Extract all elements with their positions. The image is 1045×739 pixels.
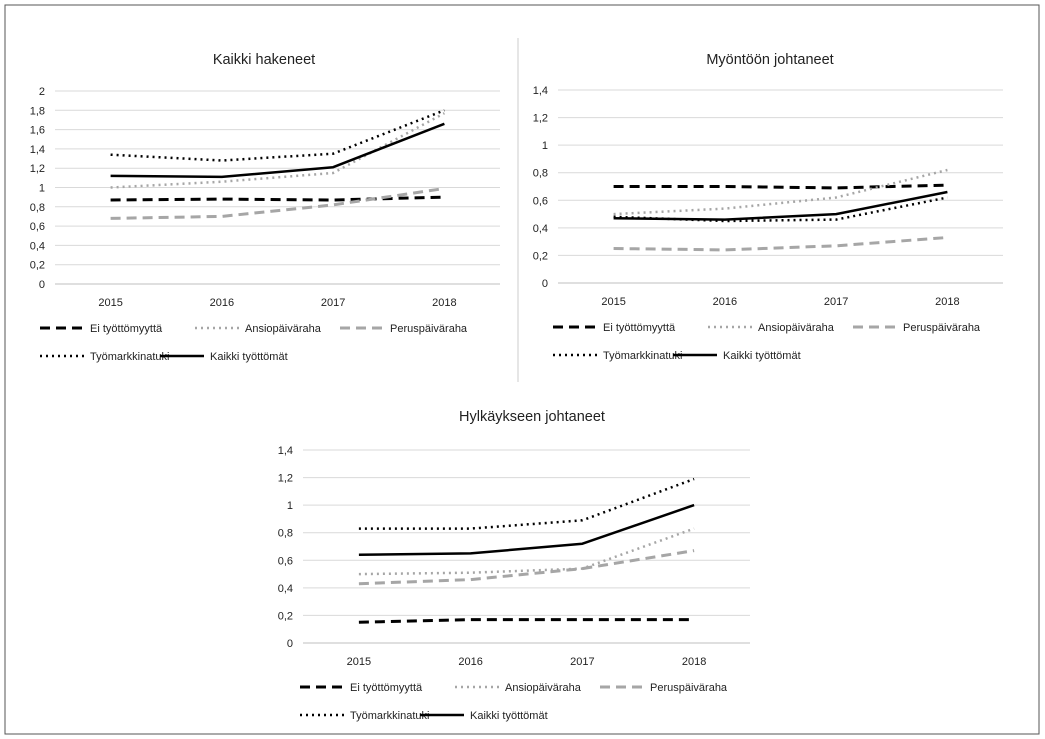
y-tick-label: 1,4 (278, 445, 293, 457)
series-line (110, 109, 445, 162)
series-line (358, 503, 695, 557)
legend-label: Työmarkkinatuki (603, 350, 682, 362)
legend-label: Työmarkkinatuki (90, 351, 169, 363)
y-tick-label: 0,4 (533, 223, 548, 235)
y-tick-label: 1,8 (30, 105, 45, 117)
plot-area: 0 0,2 0,4 0,6 0,8 1 1,2 1,4 2015 2016 2017 2018 (278, 445, 750, 668)
legend-label: Ei työttömyyttä (350, 682, 423, 694)
series-line (358, 549, 695, 586)
legend: Ei työttömyyttä Ansiopäiväraha Peruspäivär… (300, 682, 728, 722)
y-tick-label: 1,2 (278, 473, 293, 485)
legend-label: Ansiopäiväraha (758, 322, 835, 334)
chart-panel-kaikki-hakeneet: Kaikki hakeneet 0 0,2 0,4 0,6 0,8 1 1,2 1,4 1,6 1… (30, 52, 500, 363)
x-tick-label: 2017 (824, 296, 848, 308)
y-tick-label: 1,2 (30, 163, 45, 175)
series-line (110, 195, 445, 202)
series-line (613, 236, 948, 252)
x-tick-label: 2015 (347, 656, 371, 668)
legend-label: Peruspäiväraha (903, 322, 981, 334)
x-tick-label: 2016 (458, 656, 482, 668)
y-tick-label: 2 (39, 86, 45, 98)
legend-label: Kaikki työttömät (210, 351, 288, 363)
series-line (110, 122, 445, 179)
x-tick-label: 2018 (682, 656, 706, 668)
x-tick-label: 2018 (432, 297, 456, 309)
series-line (358, 618, 695, 624)
legend-label: Kaikki työttömät (470, 710, 548, 722)
y-tick-label: 1,4 (30, 144, 45, 156)
y-tick-label: 1,4 (533, 85, 548, 97)
y-tick-label: 0 (287, 638, 293, 650)
y-tick-label: 0,4 (30, 240, 45, 252)
y-tick-label: 0,6 (278, 555, 293, 567)
legend-label: Peruspäiväraha (390, 323, 468, 335)
plot-area: 0 0,2 0,4 0,6 0,8 1 1,2 1,4 1,6 1,8 2 2015 2016 2017 2… (30, 86, 500, 309)
y-tick-label: 0,8 (30, 202, 45, 214)
series-line (358, 527, 695, 576)
plot-area: 0 0,2 0,4 0,6 0,8 1 1,2 1,4 2015 2016 2017 2018 (533, 85, 1003, 308)
series-line (358, 477, 695, 530)
x-tick-label: 2016 (713, 296, 737, 308)
series-line (613, 190, 948, 221)
y-tick-label: 0,6 (30, 221, 45, 233)
chart-title: Kaikki hakeneet (213, 52, 315, 68)
y-tick-label: 0,8 (278, 528, 293, 540)
chart-panel-hylkaykseen-johtaneet: Hylkäykseen johtaneet 0 0,2 0,4 0,6 0,8 1 1,2 1… (278, 409, 750, 722)
y-tick-label: 0,2 (30, 260, 45, 272)
chart-panel-myontoon-johtaneet: Myöntöön johtaneet 0 0,2 0,4 0,6 0,8 1 1,2 1,4 2… (533, 52, 1003, 362)
x-tick-label: 2015 (98, 297, 122, 309)
y-tick-label: 0,2 (533, 250, 548, 262)
chart-title: Hylkäykseen johtaneet (459, 409, 605, 425)
y-tick-label: 0,8 (533, 168, 548, 180)
y-tick-label: 0,6 (533, 195, 548, 207)
figure-frame (4, 4, 1040, 735)
legend-label: Peruspäiväraha (650, 682, 728, 694)
series-line (110, 112, 445, 189)
y-tick-label: 1 (39, 183, 45, 195)
x-tick-label: 2018 (935, 296, 959, 308)
legend-label: Työmarkkinatuki (350, 710, 429, 722)
chart-title: Myöntöön johtaneet (706, 52, 833, 68)
series-line (613, 183, 948, 190)
x-tick-label: 2015 (601, 296, 625, 308)
legend-label: Ansiopäiväraha (505, 682, 582, 694)
y-tick-label: 1 (542, 140, 548, 152)
y-tick-label: 0 (542, 278, 548, 290)
x-tick-label: 2017 (321, 297, 345, 309)
y-tick-label: 1,6 (30, 125, 45, 137)
y-tick-label: 1 (287, 500, 293, 512)
legend-label: Ei työttömyyttä (90, 323, 163, 335)
y-tick-label: 0,4 (278, 583, 293, 595)
legend-label: Ansiopäiväraha (245, 323, 322, 335)
legend: Ei työttömyyttä Ansiopäiväraha Peruspäivär… (40, 323, 468, 363)
legend-label: Ei työttömyyttä (603, 322, 676, 334)
series-line (110, 187, 445, 220)
y-tick-label: 0 (39, 279, 45, 291)
x-tick-label: 2016 (210, 297, 234, 309)
legend: Ei työttömyyttä Ansiopäiväraha Peruspäivär… (553, 322, 981, 362)
x-tick-label: 2017 (570, 656, 594, 668)
y-tick-label: 1,2 (533, 113, 548, 125)
series-line (613, 168, 948, 216)
y-tick-label: 0,2 (278, 610, 293, 622)
legend-label: Kaikki työttömät (723, 350, 801, 362)
